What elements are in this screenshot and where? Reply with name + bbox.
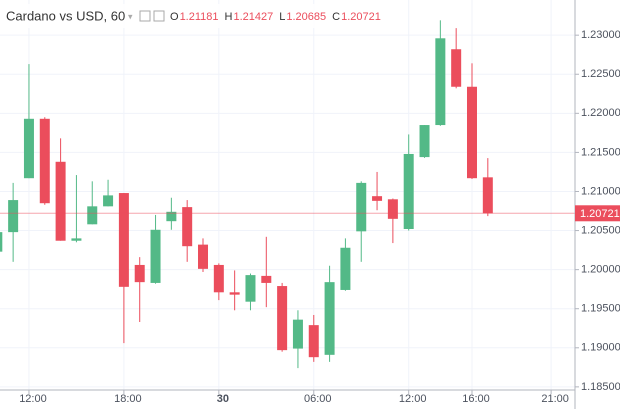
y-tick-label: 1.20500 bbox=[581, 224, 620, 236]
ohlc-value: 1.20685 bbox=[286, 11, 326, 23]
y-tick-label: 1.19500 bbox=[581, 303, 620, 315]
y-tick-label: 1.22000 bbox=[581, 107, 620, 119]
candle-body bbox=[213, 264, 224, 293]
candle-body bbox=[71, 238, 82, 241]
candle-body bbox=[466, 86, 477, 179]
y-tick-label: 1.19000 bbox=[581, 342, 620, 354]
candle-body bbox=[182, 207, 193, 247]
candle-body bbox=[245, 275, 256, 302]
candle-body bbox=[0, 232, 3, 252]
candle-body bbox=[198, 244, 209, 269]
candle-body bbox=[340, 247, 351, 290]
x-tick-label: 12:00 bbox=[399, 393, 427, 405]
candle-body bbox=[308, 325, 319, 358]
chart-title: Cardano vs USD, 60 bbox=[6, 8, 125, 23]
ohlc-label: O bbox=[170, 11, 179, 23]
candle-body bbox=[23, 118, 34, 179]
candle-body bbox=[166, 211, 177, 222]
candle-body bbox=[118, 193, 129, 287]
x-tick-label: 30 bbox=[217, 393, 229, 405]
candle-body bbox=[229, 292, 240, 295]
candle-body bbox=[482, 177, 493, 214]
x-tick-label: 06:00 bbox=[304, 393, 332, 405]
candle-body bbox=[55, 161, 66, 241]
ohlc-label: C bbox=[332, 11, 340, 23]
x-tick-label: 21:00 bbox=[541, 393, 569, 405]
ohlc-value: 1.21181 bbox=[180, 11, 219, 23]
settings-icon[interactable] bbox=[139, 10, 151, 22]
candle-body bbox=[387, 199, 398, 219]
candle-body bbox=[435, 38, 446, 126]
ohlc-label: H bbox=[225, 11, 233, 23]
candle-body bbox=[419, 125, 430, 158]
candle-body bbox=[150, 229, 161, 283]
ohlc-value: 1.21427 bbox=[233, 11, 273, 23]
y-tick-label: 1.20000 bbox=[581, 264, 620, 276]
candle-body bbox=[356, 182, 367, 232]
x-tick-label: 12:00 bbox=[19, 393, 47, 405]
legend-header: Cardano vs USD, 60 ▾ O 1.21181 H 1.21427 L 1.… bbox=[0, 4, 400, 28]
candle-body bbox=[103, 195, 114, 207]
y-tick-label: 1.18500 bbox=[581, 381, 620, 393]
plot bbox=[0, 20, 575, 369]
candle-body bbox=[292, 319, 303, 349]
axes: 1.18500 1.19000 1.19500 1.20000 1.20500 1.210… bbox=[19, 29, 620, 405]
last-price-box bbox=[575, 205, 620, 222]
candle-body bbox=[39, 118, 50, 204]
last-price-label: 1.20721 bbox=[580, 208, 620, 220]
y-tick-label: 1.21000 bbox=[581, 185, 620, 197]
candle-body bbox=[261, 275, 272, 283]
candle-body bbox=[324, 282, 335, 355]
candle-body bbox=[277, 286, 288, 351]
candle-body bbox=[403, 153, 414, 229]
y-tick-label: 1.22500 bbox=[581, 68, 620, 80]
ohlc-value: 1.20721 bbox=[341, 11, 381, 23]
ohlc-label: L bbox=[279, 11, 285, 23]
candle-body bbox=[134, 264, 145, 283]
candle-body bbox=[8, 200, 19, 233]
candle-body bbox=[451, 49, 462, 87]
x-tick-label: 18:00 bbox=[114, 393, 142, 405]
y-tick-label: 1.23000 bbox=[581, 29, 620, 41]
candle-body bbox=[372, 196, 383, 201]
close-icon[interactable] bbox=[153, 10, 165, 22]
header-bg bbox=[0, 4, 400, 28]
x-tick-label: 16:00 bbox=[462, 393, 490, 405]
menu-caret[interactable]: ▾ bbox=[128, 11, 133, 21]
y-tick-label: 1.21500 bbox=[581, 146, 620, 158]
candle-body bbox=[87, 206, 98, 225]
